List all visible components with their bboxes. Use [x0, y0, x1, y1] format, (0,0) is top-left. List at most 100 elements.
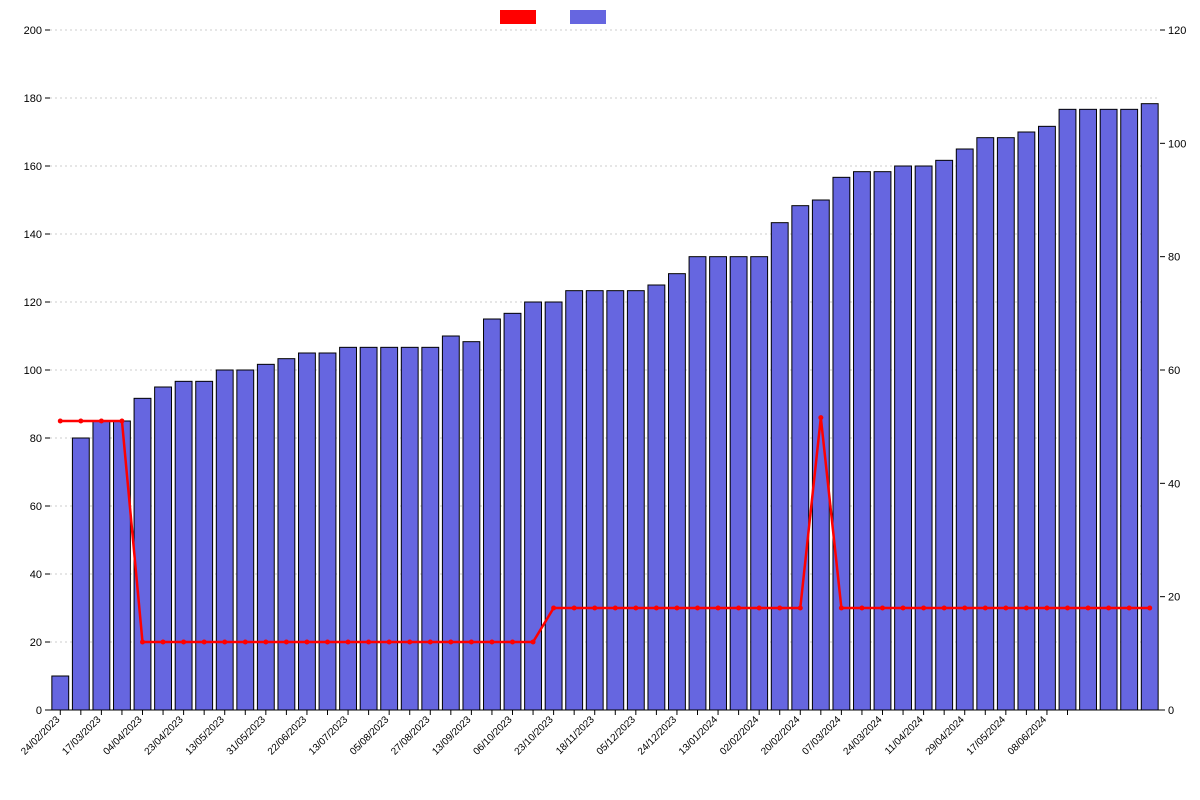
line-marker: [531, 640, 536, 645]
bar: [607, 291, 624, 710]
line-marker: [346, 640, 351, 645]
line-marker: [1086, 606, 1091, 611]
x-label: 24/02/2023: [19, 714, 62, 757]
line-marker: [1003, 606, 1008, 611]
line-marker: [1044, 606, 1049, 611]
y-right-label: 60: [1168, 365, 1180, 377]
line-marker: [428, 640, 433, 645]
line-marker: [1106, 606, 1111, 611]
line-marker: [202, 640, 207, 645]
bar: [155, 387, 172, 710]
x-label: 13/07/2023: [307, 714, 350, 757]
line-marker: [921, 606, 926, 611]
x-label: 31/05/2023: [225, 714, 268, 757]
bar: [669, 274, 686, 710]
legend-swatch: [570, 10, 606, 24]
line-marker: [243, 640, 248, 645]
bar: [812, 200, 829, 710]
bar: [484, 319, 501, 710]
bar: [278, 359, 295, 710]
bar: [956, 149, 973, 710]
line-marker: [633, 606, 638, 611]
x-label: 13/01/2024: [677, 714, 720, 757]
bar: [1100, 109, 1117, 710]
line-marker: [78, 419, 83, 424]
x-label: 05/08/2023: [348, 714, 391, 757]
chart-svg: 0204060801001201401601802000204060801001…: [0, 0, 1200, 800]
x-label: 05/12/2023: [595, 714, 638, 757]
bar: [93, 421, 110, 710]
x-label: 20/02/2024: [759, 714, 802, 757]
line-marker: [222, 640, 227, 645]
line-marker: [551, 606, 556, 611]
x-label: 23/10/2023: [513, 714, 556, 757]
bar: [751, 257, 768, 710]
bar: [710, 257, 727, 710]
line-marker: [119, 419, 124, 424]
bar: [196, 381, 213, 710]
bar: [1018, 132, 1035, 710]
y-left-label: 140: [24, 229, 42, 241]
bar: [525, 302, 542, 710]
x-label: 17/03/2023: [60, 714, 103, 757]
line-marker: [818, 415, 823, 420]
y-right-label: 120: [1168, 25, 1186, 37]
bar: [915, 166, 932, 710]
bar: [730, 257, 747, 710]
bar: [997, 138, 1014, 710]
bar: [175, 381, 192, 710]
bar: [566, 291, 583, 710]
line-marker: [880, 606, 885, 611]
line-marker: [1024, 606, 1029, 611]
x-label: 02/02/2024: [718, 714, 761, 757]
x-label: 13/09/2023: [430, 714, 473, 757]
y-left-label: 80: [30, 433, 42, 445]
line-marker: [304, 640, 309, 645]
line-marker: [654, 606, 659, 611]
line-marker: [592, 606, 597, 611]
bar: [360, 347, 377, 710]
bar: [1121, 109, 1138, 710]
x-label: 27/08/2023: [389, 714, 432, 757]
bar: [586, 291, 603, 710]
x-label: 07/03/2024: [800, 714, 843, 757]
x-label: 17/05/2024: [965, 714, 1008, 757]
x-label: 22/06/2023: [266, 714, 309, 757]
x-label: 04/04/2023: [101, 714, 144, 757]
bar: [216, 370, 233, 710]
line-marker: [407, 640, 412, 645]
line-marker: [448, 640, 453, 645]
y-left-label: 160: [24, 161, 42, 173]
line-marker: [757, 606, 762, 611]
line-marker: [469, 640, 474, 645]
bar: [1080, 109, 1097, 710]
x-label: 23/04/2023: [143, 714, 186, 757]
bar: [771, 223, 788, 710]
y-left-label: 40: [30, 569, 42, 581]
y-left-label: 0: [36, 705, 42, 717]
bar: [627, 291, 644, 710]
line-marker: [284, 640, 289, 645]
y-right-label: 20: [1168, 592, 1180, 604]
line-marker: [161, 640, 166, 645]
line-marker: [263, 640, 268, 645]
bar: [422, 347, 439, 710]
line-marker: [1147, 606, 1152, 611]
line-marker: [736, 606, 741, 611]
line-marker: [489, 640, 494, 645]
bar: [854, 172, 871, 710]
line-marker: [1065, 606, 1070, 611]
line-marker: [366, 640, 371, 645]
bar: [257, 364, 274, 710]
line-marker: [674, 606, 679, 611]
x-label: 29/04/2024: [924, 714, 967, 757]
bar: [1039, 126, 1056, 710]
line-marker: [325, 640, 330, 645]
y-left-label: 100: [24, 365, 42, 377]
line-marker: [777, 606, 782, 611]
bar: [833, 177, 850, 710]
x-label: 13/05/2023: [184, 714, 227, 757]
bar: [648, 285, 665, 710]
line-marker: [901, 606, 906, 611]
line-marker: [572, 606, 577, 611]
